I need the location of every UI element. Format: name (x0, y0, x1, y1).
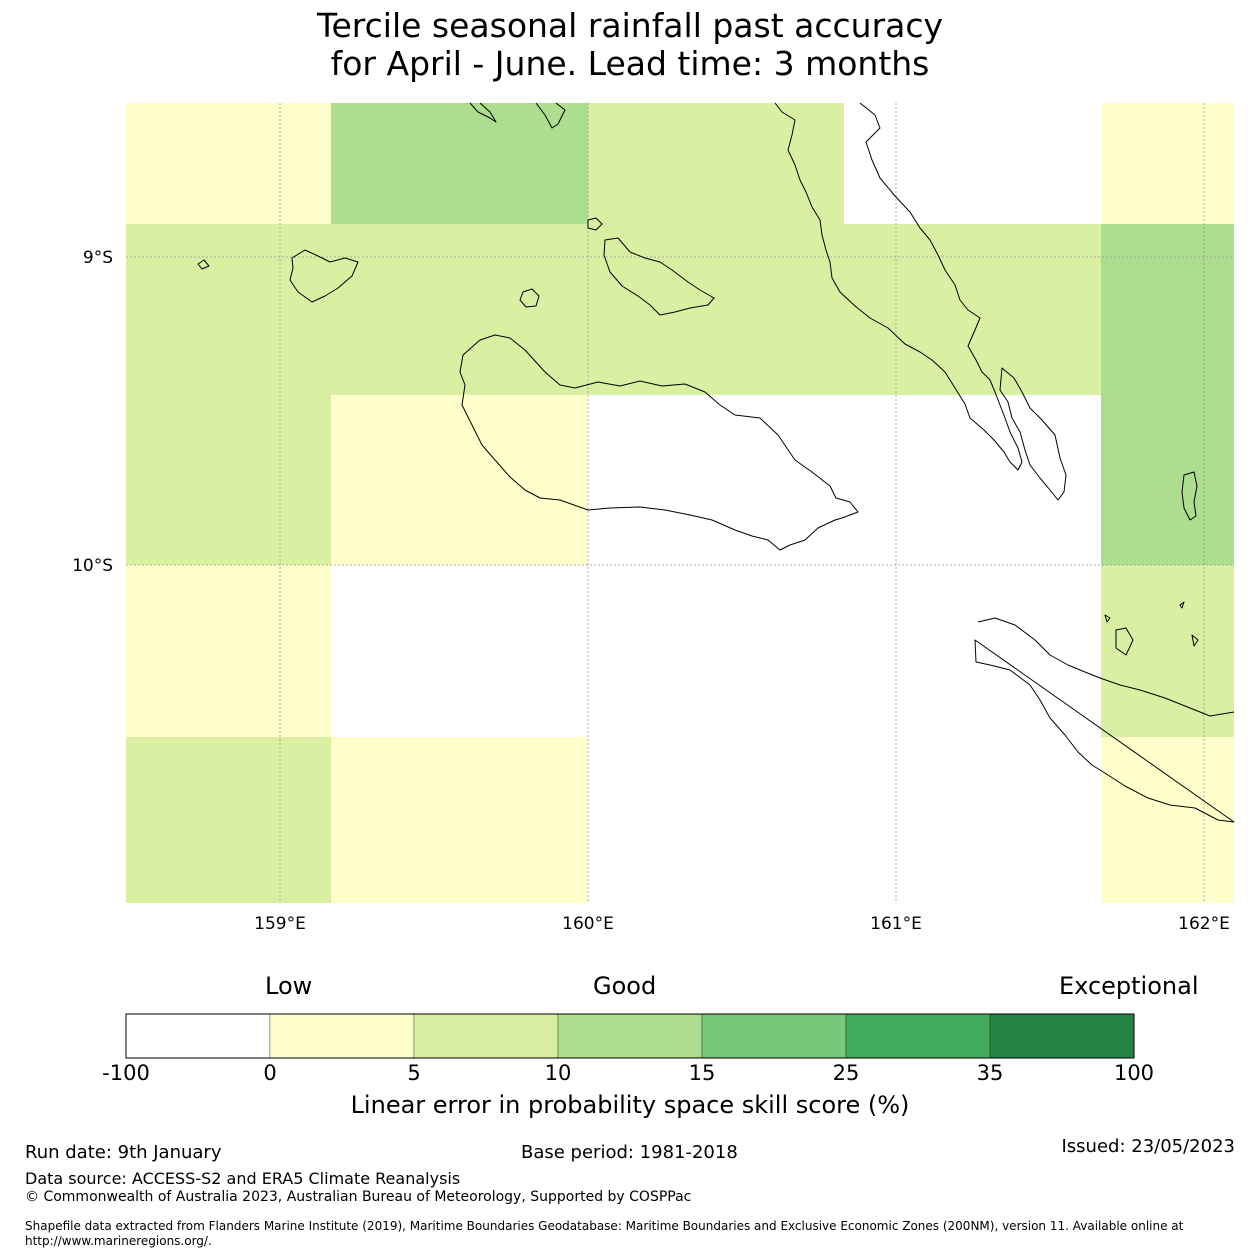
colorbar-bin (989, 1013, 1135, 1059)
colorbar-category-good: Good (593, 972, 657, 1000)
lon-tick-label: 159°E (254, 914, 306, 934)
skill-cell (331, 395, 588, 565)
skill-cell (126, 737, 331, 903)
skill-cell (1101, 565, 1234, 737)
coastline-tiny-c (1191, 634, 1199, 647)
run-date: Run date: 9th January (25, 1142, 222, 1163)
shapefile-attribution: Shapefile data extracted from Flanders M… (25, 1219, 1184, 1248)
coastline-small-island-a (197, 259, 210, 270)
lon-tick-label: 160°E (562, 914, 614, 934)
coastline-north-islands-2 (535, 102, 566, 129)
skill-cell (844, 737, 1101, 903)
coastline-north-islands (469, 102, 497, 123)
skill-cell (1101, 103, 1234, 224)
coastline-small-malaita (999, 367, 1067, 501)
skill-cell (588, 224, 844, 395)
colorbar-tick-label: 5 (407, 1061, 421, 1085)
colorbar-bin (413, 1013, 559, 1059)
coastline-russell-islands (289, 249, 359, 303)
data-source: Data source: ACCESS-S2 and ERA5 Climate … (25, 1169, 461, 1188)
colorbar-tick-label: 35 (976, 1061, 1004, 1085)
map-title-line-1: Tercile seasonal rainfall past accuracy (316, 6, 944, 45)
skill-cell (1101, 224, 1234, 395)
map-panel: 9°S 10°S 159°E 160°E 161°E 162°E (72, 102, 1235, 934)
colorbar (125, 1013, 1135, 1059)
skill-cell (844, 224, 1101, 395)
colorbar-bin (269, 1013, 415, 1059)
skill-cell (1101, 737, 1234, 903)
skill-cell (126, 565, 331, 737)
coastline-tiny-a (1104, 614, 1111, 623)
copyright-notice: © Commonwealth of Australia 2023, Austra… (25, 1189, 692, 1205)
skill-cell (331, 224, 588, 395)
coastline-makira (974, 617, 1235, 823)
skill-cell (588, 565, 844, 737)
longitude-labels: 159°E 160°E 161°E 162°E (254, 914, 1230, 934)
coastline-florida-islands (603, 237, 715, 316)
coastline-three-sisters (1115, 627, 1134, 656)
colorbar-tick-label: 15 (688, 1061, 716, 1085)
coastline-small-island-b (587, 217, 603, 231)
colorbar-category-low: Low (265, 972, 313, 1000)
colorbar-tick-label: -100 (102, 1061, 150, 1085)
skill-cell (844, 103, 1101, 224)
colorbar-border (125, 1013, 1135, 1059)
colorbar-tick-label: 0 (263, 1061, 277, 1085)
skill-grid (126, 103, 1234, 903)
lon-tick-label: 162°E (1178, 914, 1230, 934)
colorbar-tick-label: 100 (1113, 1061, 1155, 1085)
map-title-line-2: for April - June. Lead time: 3 months (330, 44, 930, 83)
skill-cell (126, 103, 331, 224)
coastline-malaita (774, 102, 1023, 471)
skill-cell (126, 395, 331, 565)
colorbar-bin (701, 1013, 847, 1059)
latitude-labels: 9°S 10°S (72, 248, 113, 576)
coastlines (197, 102, 1235, 823)
colorbar-bins (125, 1013, 1135, 1059)
colorbar-bin (845, 1013, 991, 1059)
coastline-guadalcanal (459, 334, 859, 551)
skill-cell (331, 103, 588, 224)
colorbar-bin (125, 1013, 271, 1059)
colorbar-axis-label: Linear error in probability space skill … (350, 1091, 910, 1119)
skill-cell (588, 103, 844, 224)
skill-cell (1101, 395, 1234, 565)
gridlines (126, 103, 1234, 903)
skill-cell (331, 565, 588, 737)
colorbar-tick-label: 10 (544, 1061, 572, 1085)
coastline-savo (519, 288, 540, 308)
issued-date: Issued: 23/05/2023 (1061, 1136, 1235, 1157)
colorbar-bin (557, 1013, 703, 1059)
colorbar-tick-label: 25 (832, 1061, 860, 1085)
skill-cell (126, 224, 331, 395)
skill-cell (588, 737, 844, 903)
lat-tick-label: 10°S (72, 556, 113, 576)
skill-cell (844, 565, 1101, 737)
skill-cell (331, 737, 588, 903)
skill-cell (844, 395, 1101, 565)
coastline-tiny-b (1179, 601, 1185, 609)
lat-tick-label: 9°S (83, 248, 113, 268)
coastline-ulawa (1181, 471, 1198, 521)
colorbar-category-exceptional: Exceptional (1059, 972, 1199, 1000)
lon-tick-label: 161°E (870, 914, 922, 934)
base-period: Base period: 1981-2018 (521, 1142, 738, 1163)
skill-cell (588, 395, 844, 565)
